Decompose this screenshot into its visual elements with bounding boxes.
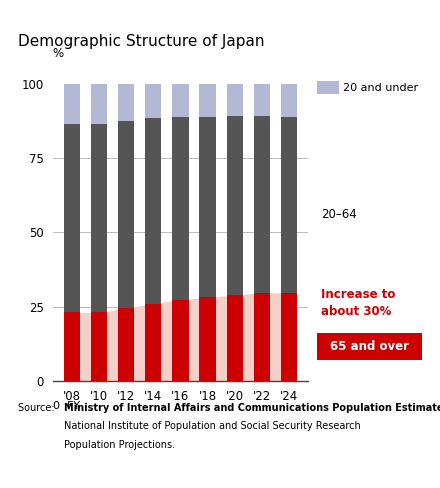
- Text: Demographic Structure of Japan: Demographic Structure of Japan: [18, 34, 264, 49]
- Text: 20 and under: 20 and under: [343, 83, 418, 93]
- Bar: [172, 117, 189, 300]
- Bar: [281, 293, 297, 381]
- Text: Source:: Source:: [18, 403, 57, 412]
- Bar: [91, 312, 107, 381]
- Bar: [254, 84, 270, 116]
- Text: Ministry of Internal Affairs and Communications Population Estimates;: Ministry of Internal Affairs and Communi…: [64, 403, 440, 412]
- Bar: [64, 84, 80, 124]
- Bar: [227, 84, 243, 116]
- Bar: [172, 84, 189, 117]
- Bar: [64, 124, 80, 312]
- Bar: [118, 308, 134, 381]
- Bar: [281, 84, 297, 117]
- Bar: [227, 295, 243, 381]
- Bar: [199, 84, 216, 117]
- Bar: [91, 124, 107, 312]
- Bar: [199, 117, 216, 297]
- Text: 20–64: 20–64: [321, 208, 357, 221]
- Bar: [172, 300, 189, 381]
- Bar: [254, 293, 270, 381]
- Bar: [254, 116, 270, 293]
- Bar: [91, 84, 107, 124]
- Bar: [227, 116, 243, 295]
- Bar: [199, 297, 216, 381]
- Text: Population Projections.: Population Projections.: [64, 440, 175, 449]
- Bar: [145, 304, 161, 381]
- Bar: [118, 84, 134, 121]
- Bar: [281, 117, 297, 293]
- Bar: [145, 118, 161, 304]
- Bar: [145, 84, 161, 118]
- Text: National Institute of Population and Social Security Research: National Institute of Population and Soc…: [64, 421, 360, 431]
- Text: 0  FY: 0 FY: [53, 402, 81, 411]
- Bar: [64, 312, 80, 381]
- Text: 65 and over: 65 and over: [330, 340, 409, 353]
- Bar: [118, 121, 134, 308]
- Text: %: %: [53, 47, 64, 61]
- Text: Increase to
about 30%: Increase to about 30%: [321, 287, 396, 318]
